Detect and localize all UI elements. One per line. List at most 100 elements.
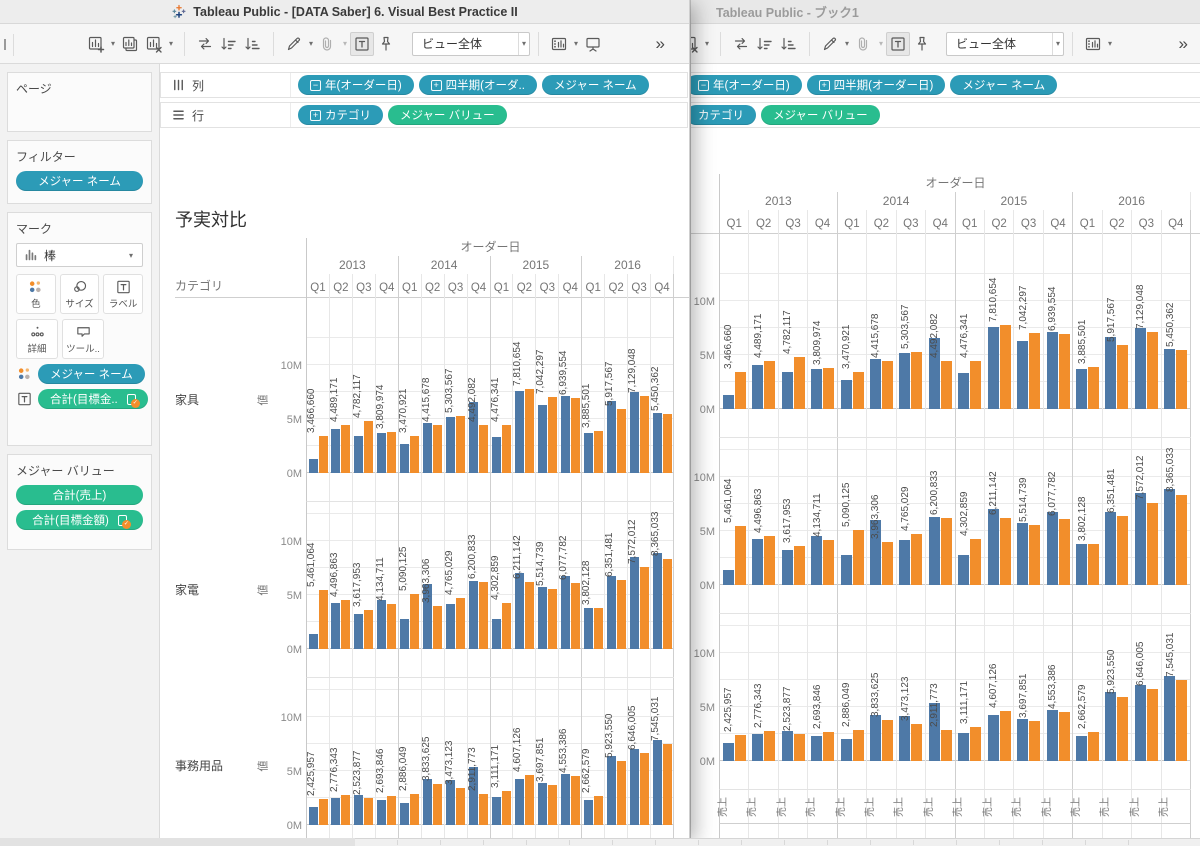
bar-sales[interactable] [928,516,940,585]
bar-target[interactable] [524,581,534,649]
bar-target[interactable] [570,775,580,825]
bar-sales[interactable] [1164,348,1176,409]
bar-sales[interactable] [606,400,616,473]
bar-target[interactable] [1088,367,1099,409]
bar-target[interactable] [1058,334,1070,409]
bar-target[interactable] [823,731,835,761]
bar-sales[interactable] [1164,675,1176,761]
bar-target[interactable] [364,421,374,473]
bar-sales[interactable] [781,372,793,409]
bar-sales[interactable] [1046,511,1058,585]
bar-sales[interactable] [629,749,639,825]
bar-target[interactable] [387,431,397,473]
bar-target[interactable] [1117,345,1129,409]
clear-sheet-icon[interactable] [691,32,702,56]
bar-sales[interactable] [514,390,524,473]
color-button[interactable]: 色 [16,274,56,314]
bar-target[interactable] [318,798,328,825]
bar-target[interactable] [616,409,626,473]
size-button[interactable]: サイズ [59,274,100,314]
titlebar-front[interactable]: Tableau Public - [DATA Saber] 6. Visual … [0,0,689,24]
bar-sales[interactable] [869,714,881,761]
pages-card[interactable]: ページ [7,72,152,132]
bar-target[interactable] [1058,711,1070,761]
dimension-pill[interactable]: カテゴリ [691,105,756,125]
dimension-pill[interactable]: + カテゴリ [298,105,383,125]
bar-target[interactable] [1146,503,1158,585]
bar-sales[interactable] [652,412,662,473]
bar-sales[interactable] [446,416,456,473]
bar-sales[interactable] [1105,336,1117,409]
bar-sales[interactable] [958,373,970,409]
bar-target[interactable] [456,415,466,473]
bar-sales[interactable] [331,428,341,473]
highlight-icon[interactable] [282,32,306,56]
bar-sales[interactable] [606,575,616,649]
caret-down-icon[interactable]: ▾ [704,39,709,48]
bar-sales[interactable] [652,552,662,649]
bar-target[interactable] [852,371,864,409]
show-hide-cards-icon[interactable] [1081,32,1105,56]
dimension-pill[interactable]: − 年(オーダー日) [298,75,414,95]
bar-sales[interactable] [899,539,911,585]
bar-sales[interactable] [781,550,793,585]
bar-sales[interactable] [583,607,593,649]
bar-target[interactable] [570,583,580,649]
sort-descending-icon[interactable] [241,32,265,56]
caret-down-icon[interactable]: ▾ [110,39,115,48]
tooltip-button[interactable]: ツール.. [62,319,104,359]
label-button[interactable]: ラベル [103,274,144,314]
bar-target[interactable] [764,731,776,761]
measure-pill[interactable]: 合計(目標金額) [16,510,143,530]
bar-sales[interactable] [1017,718,1029,761]
bar-sales[interactable] [308,633,318,649]
bar-target[interactable] [547,785,557,825]
bar-target[interactable] [364,609,374,649]
bar-sales[interactable] [331,798,341,825]
bar-sales[interactable] [752,364,764,409]
sort-descending-icon[interactable] [777,32,801,56]
bar-sales[interactable] [722,742,734,761]
bar-target[interactable] [911,723,923,761]
bar-sales[interactable] [1105,691,1117,761]
bar-sales[interactable] [722,569,734,585]
bar-sales[interactable] [308,806,318,825]
bar-sales[interactable] [781,730,793,761]
bar-target[interactable] [823,540,835,585]
bar-target[interactable] [911,533,923,585]
dimension-pill[interactable]: メジャー ネーム [16,171,143,191]
bar-sales[interactable] [840,739,852,761]
bar-sales[interactable] [869,359,881,409]
bar-sales[interactable] [1134,328,1146,409]
bar-target[interactable] [793,357,805,409]
swap-rows-columns-icon[interactable] [193,32,217,56]
measure-values-card[interactable]: メジャー バリュー 合計(売上) 合計(目標金額) [7,454,152,550]
bar-target[interactable] [852,530,864,585]
bar-target[interactable] [823,367,835,409]
bar-sales[interactable] [446,603,456,649]
bar-sales[interactable] [469,401,479,473]
bar-sales[interactable] [331,602,341,649]
bar-target[interactable] [318,435,328,473]
bar-target[interactable] [940,729,952,761]
mark-type-dropdown[interactable]: 棒 ▾ [16,243,143,267]
bar-sales[interactable] [354,614,364,649]
bar-target[interactable] [940,518,952,585]
bar-target[interactable] [1176,350,1188,409]
group-members-icon[interactable] [852,32,876,56]
bar-target[interactable] [1088,543,1099,585]
dimension-pill[interactable]: メジャー ネーム [38,364,145,384]
bar-sales[interactable] [492,618,501,649]
bar-target[interactable] [1176,679,1188,761]
bar-sales[interactable] [987,509,999,585]
bar-sales[interactable] [652,739,662,825]
measure-pill[interactable]: 合計(目標金.. [38,389,148,409]
bar-sales[interactable] [537,782,547,825]
bar-sales[interactable] [560,774,570,825]
toolbar-overflow-icon[interactable]: » [1178,33,1189,53]
bar-target[interactable] [433,783,443,825]
bar-target[interactable] [479,424,489,473]
bar-sales[interactable] [958,554,970,585]
bar-target[interactable] [793,545,805,585]
bar-target[interactable] [1029,332,1041,409]
